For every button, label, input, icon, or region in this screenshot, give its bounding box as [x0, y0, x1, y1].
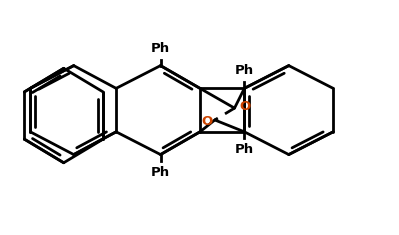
Text: Ph: Ph — [235, 64, 254, 77]
Text: O: O — [201, 115, 212, 129]
Text: Ph: Ph — [151, 166, 170, 179]
Text: Ph: Ph — [151, 42, 170, 55]
Text: Ph: Ph — [235, 143, 254, 156]
Text: O: O — [239, 100, 251, 113]
